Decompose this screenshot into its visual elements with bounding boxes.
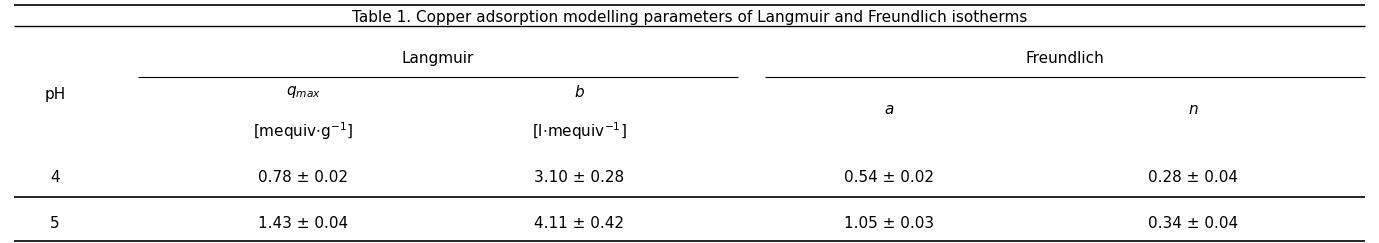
Text: 0.34 ± 0.04: 0.34 ± 0.04 <box>1147 216 1238 231</box>
Text: Freundlich: Freundlich <box>1026 51 1105 66</box>
Text: 1.05 ± 0.03: 1.05 ± 0.03 <box>844 216 935 231</box>
Text: $b$: $b$ <box>574 84 585 100</box>
Text: 3.10 ± 0.28: 3.10 ± 0.28 <box>534 170 625 185</box>
Text: Table 1. Copper adsorption modelling parameters of Langmuir and Freundlich isoth: Table 1. Copper adsorption modelling par… <box>352 9 1027 25</box>
Text: pH: pH <box>44 87 66 102</box>
Text: [l$\cdot$mequiv$^{-1}$]: [l$\cdot$mequiv$^{-1}$] <box>532 120 626 142</box>
Text: $a$: $a$ <box>884 102 895 117</box>
Text: 0.54 ± 0.02: 0.54 ± 0.02 <box>844 170 935 185</box>
Text: 0.78 ± 0.02: 0.78 ± 0.02 <box>258 170 349 185</box>
Text: 4: 4 <box>51 170 59 185</box>
Text: 0.28 ± 0.04: 0.28 ± 0.04 <box>1147 170 1238 185</box>
Text: $q_{max}$: $q_{max}$ <box>285 84 321 100</box>
Text: [mequiv$\cdot$g$^{-1}$]: [mequiv$\cdot$g$^{-1}$] <box>254 120 353 142</box>
Text: $n$: $n$ <box>1187 102 1198 117</box>
Text: 1.43 ± 0.04: 1.43 ± 0.04 <box>258 216 349 231</box>
Text: 5: 5 <box>51 216 59 231</box>
Text: Langmuir: Langmuir <box>401 51 474 66</box>
Text: 4.11 ± 0.42: 4.11 ± 0.42 <box>534 216 625 231</box>
